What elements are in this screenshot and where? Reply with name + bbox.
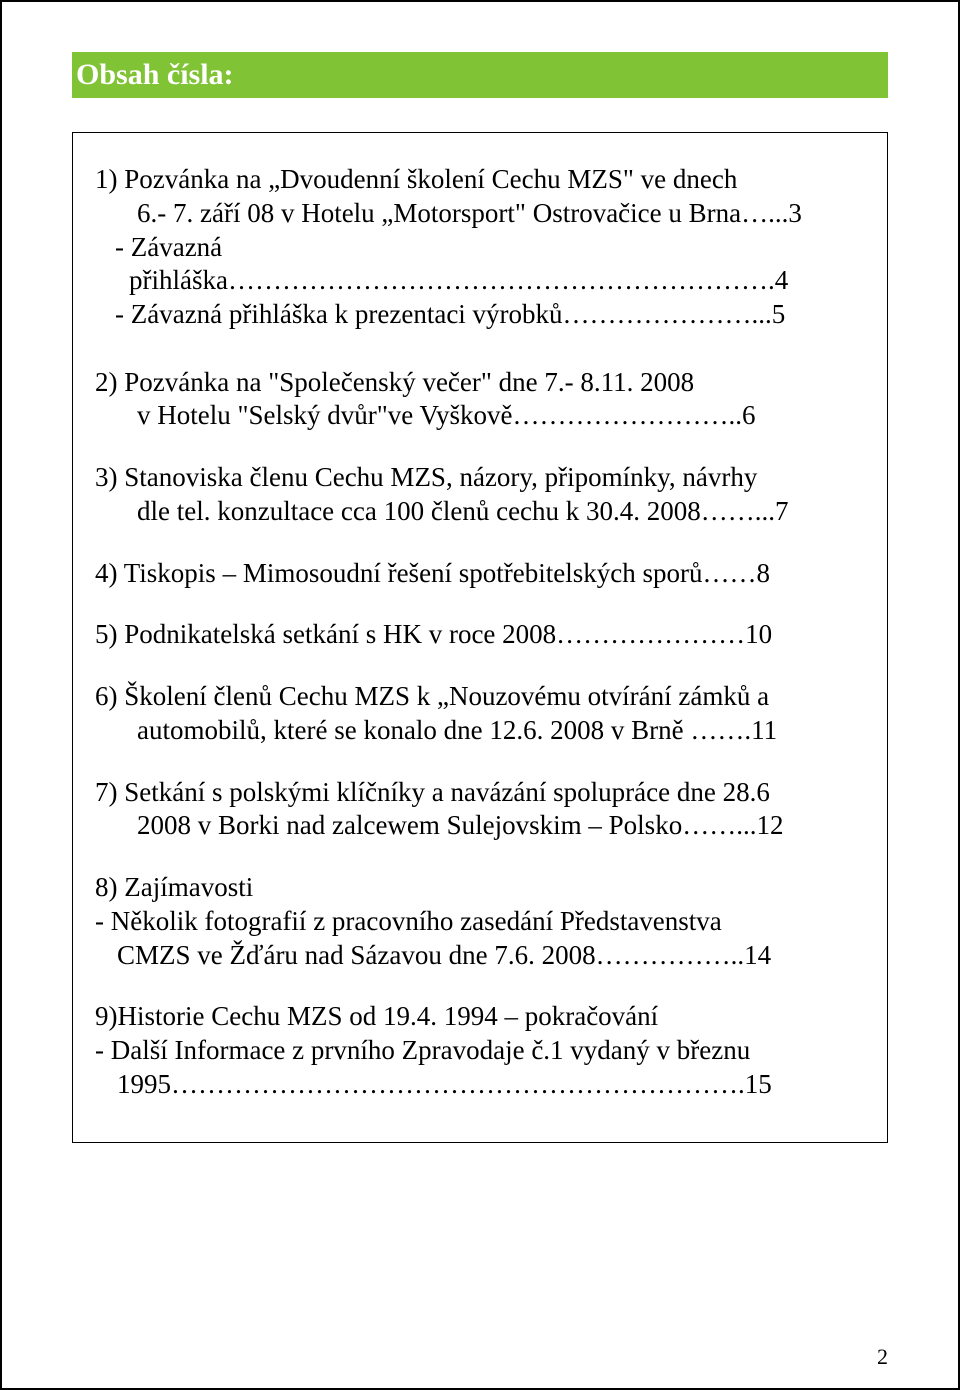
toc-line: 5) Podnikatelská setkání s HK v roce 200… (95, 619, 772, 649)
toc-item-9: 9)Historie Cechu MZS od 19.4. 1994 – pok… (95, 1000, 865, 1101)
toc-item-5: 5) Podnikatelská setkání s HK v roce 200… (95, 618, 865, 652)
toc-line: dle tel. konzultace cca 100 členů cechu … (95, 496, 789, 526)
toc-item-6: 6) Školení členů Cechu MZS k „Nouzovému … (95, 680, 865, 748)
toc-subitem: - Závazná přihláška k prezentaci výrobků… (95, 298, 785, 332)
toc-item-4: 4) Tiskopis – Mimosoudní řešení spotřebi… (95, 557, 865, 591)
toc-line: - Další Informace z prvního Zpravodaje č… (95, 1035, 750, 1065)
toc-line: 6) Školení členů Cechu MZS k „Nouzovému … (95, 681, 769, 711)
document-page: Obsah čísla: 1) Pozvánka na „Dvoudenní š… (0, 0, 960, 1390)
toc-line: automobilů, které se konalo dne 12.6. 20… (95, 715, 777, 745)
toc-line: 3) Stanoviska členu Cechu MZS, názory, p… (95, 462, 757, 492)
toc-line: 6.- 7. září 08 v Hotelu „Motorsport" Ost… (95, 198, 802, 228)
toc-item-1: 1) Pozvánka na „Dvoudenní školení Cechu … (95, 163, 865, 332)
page-number: 2 (877, 1344, 888, 1370)
toc-line: 1995……………………………………………………….15 (95, 1069, 772, 1099)
toc-line: - Několik fotografií z pracovního zasedá… (95, 906, 722, 936)
toc-box: 1) Pozvánka na „Dvoudenní školení Cechu … (72, 132, 888, 1143)
toc-item-8: 8) Zajímavosti - Několik fotografií z pr… (95, 871, 865, 972)
table-of-contents: 1) Pozvánka na „Dvoudenní školení Cechu … (95, 163, 865, 1102)
toc-line: 4) Tiskopis – Mimosoudní řešení spotřebi… (95, 558, 770, 588)
toc-line: v Hotelu "Selský dvůr"ve Vyškově……………………… (95, 400, 756, 430)
toc-line: 1) Pozvánka na „Dvoudenní školení Cechu … (95, 164, 737, 194)
toc-item-2: 2) Pozvánka na "Společenský večer" dne 7… (95, 366, 865, 434)
toc-line: 7) Setkání s polskými klíčníky a navázán… (95, 777, 770, 807)
toc-item-7: 7) Setkání s polskými klíčníky a navázán… (95, 776, 865, 844)
toc-subitem: - Závazná přihláška…………………………………………………….… (95, 231, 865, 299)
toc-line: CMZS ve Žďáru nad Sázavou dne 7.6. 2008…… (95, 940, 771, 970)
toc-line: 8) Zajímavosti (95, 872, 253, 902)
toc-line: 2008 v Borki nad zalcewem Sulejovskim – … (95, 810, 783, 840)
toc-line: 2) Pozvánka na "Společenský večer" dne 7… (95, 367, 694, 397)
toc-line: 9)Historie Cechu MZS od 19.4. 1994 – pok… (95, 1001, 658, 1031)
title-bar: Obsah čísla: (72, 52, 888, 98)
toc-item-3: 3) Stanoviska členu Cechu MZS, názory, p… (95, 461, 865, 529)
title-text: Obsah čísla: (72, 58, 234, 91)
